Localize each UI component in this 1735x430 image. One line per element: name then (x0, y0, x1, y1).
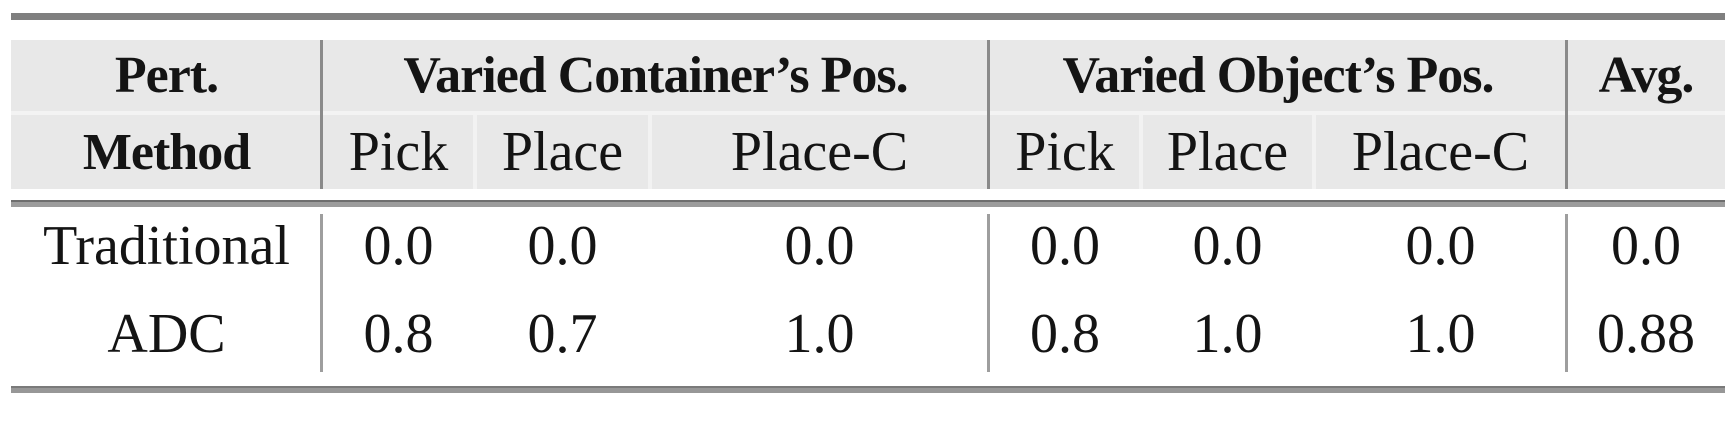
table-body: Traditional 0.0 0.0 0.0 0.0 0.0 0.0 0.0 … (11, 202, 1725, 378)
value-cell: 1.0 (784, 303, 855, 365)
subheader-pick-object: Pick (1015, 121, 1115, 183)
value-cell: 0.7 (527, 303, 598, 365)
table-mid-rule (11, 200, 1725, 207)
header-row-seam (11, 111, 1725, 115)
value-cell: 0.88 (1597, 303, 1695, 365)
value-cell: 0.0 (1030, 215, 1100, 277)
group-header-varied-object-pos: Varied Object’s Pos. (1062, 47, 1494, 104)
value-cell: 0.0 (363, 215, 434, 277)
table-bottom-rule (11, 386, 1725, 393)
value-cell: 0.8 (1030, 303, 1100, 365)
subheader-seam (1139, 115, 1143, 189)
subheader-seam (473, 115, 477, 189)
table-top-rule (11, 13, 1725, 20)
header-pert-label: Pert. (114, 47, 219, 104)
header-divider-3 (1565, 40, 1568, 189)
group-header-varied-container-pos: Varied Container’s Pos. (403, 47, 908, 104)
header-divider-1 (320, 40, 323, 189)
subheader-pick-container: Pick (348, 121, 449, 183)
value-cell: 0.0 (1611, 215, 1681, 277)
value-cell: 1.0 (1405, 303, 1476, 365)
value-cell: 0.8 (363, 303, 434, 365)
body-divider-3 (1565, 214, 1568, 372)
body-divider-1 (320, 214, 323, 372)
header-avg-label: Avg. (1598, 47, 1695, 104)
header-divider-2 (987, 40, 990, 189)
body-divider-2 (987, 214, 990, 372)
header-method-label: Method (82, 123, 251, 181)
method-cell: ADC (107, 303, 226, 365)
method-cell: Traditional (43, 215, 290, 277)
subheader-place-c-object: Place-C (1351, 121, 1530, 183)
value-cell: 0.0 (527, 215, 598, 277)
subheader-seam (1312, 115, 1316, 189)
subheader-seam (648, 115, 652, 189)
value-cell: 0.0 (1405, 215, 1476, 277)
subheader-place-object: Place (1166, 121, 1289, 183)
value-cell: 0.0 (1192, 215, 1263, 277)
subheader-avg-empty (1567, 115, 1725, 189)
subheader-place-container: Place (501, 121, 624, 183)
subheader-place-c-container: Place-C (730, 121, 909, 183)
table-header: Pert. Varied Container’s Pos. Varied Obj… (11, 40, 1725, 189)
value-cell: 1.0 (1192, 303, 1263, 365)
value-cell: 0.0 (784, 215, 855, 277)
